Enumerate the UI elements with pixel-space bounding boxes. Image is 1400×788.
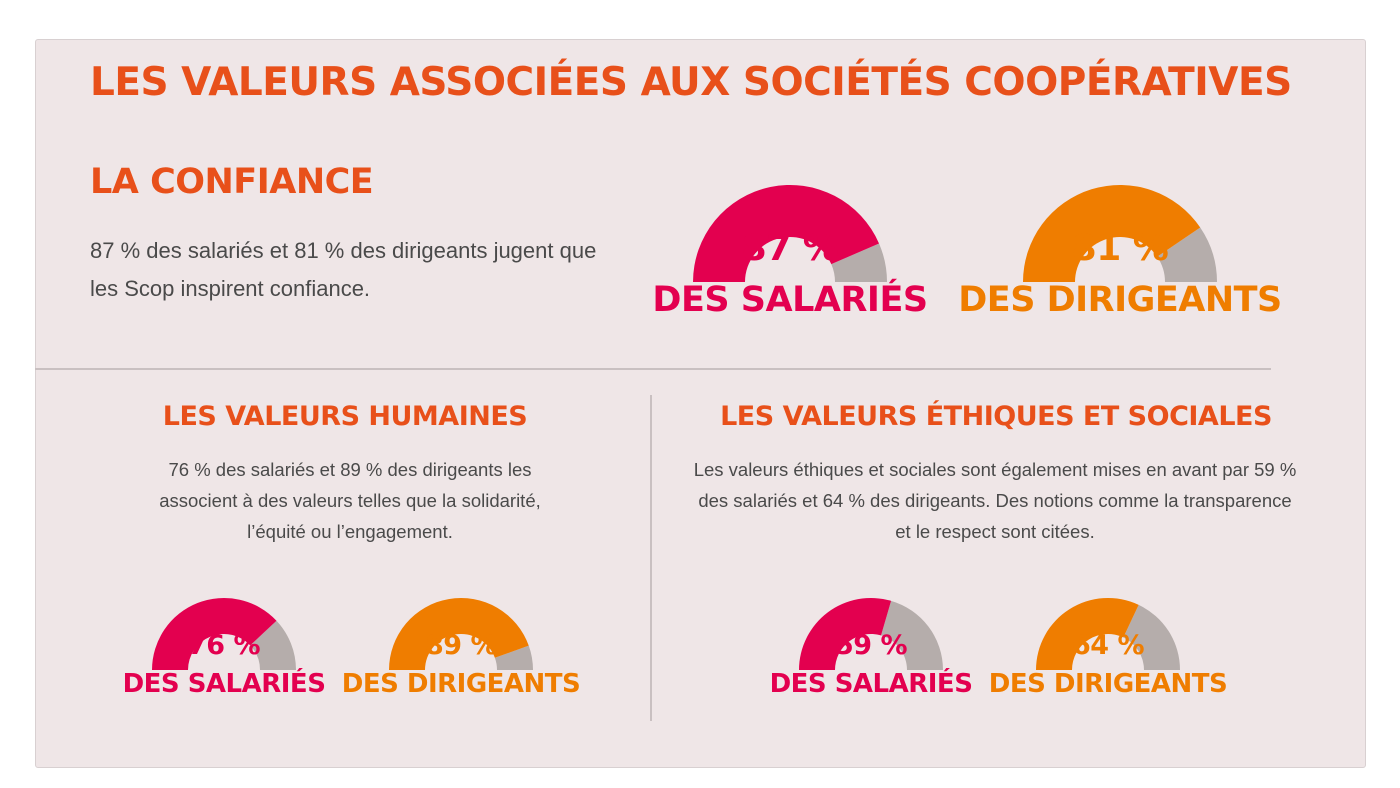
gauge-series-label: DES DIRIGEANTS	[958, 280, 1282, 321]
humaines-dirigeants-gauge: 89 % DES DIRIGEANTS	[342, 596, 581, 699]
humaines-title: LES VALEURS HUMAINES	[162, 401, 528, 432]
gauge-series-label: DES SALARIÉS	[122, 668, 326, 699]
confiance-text: 87 % des salariés et 81 % des dirigeants…	[90, 238, 597, 301]
ethiques-salaries-gauge: 59 % DES SALARIÉS	[770, 596, 973, 699]
gauge-remainder-segment	[1157, 227, 1217, 282]
confiance-salaries-gauge: 87 % DES SALARIÉS	[652, 183, 928, 320]
gauge-remainder-segment	[494, 645, 533, 670]
humaines-salaries-gauge: 76 % DES SALARIÉS	[123, 596, 326, 699]
gauge-value-label: 59 %	[834, 629, 908, 661]
gauge-series-label: DES SALARIÉS	[769, 668, 973, 699]
gauge-value-label: 89 %	[424, 629, 498, 661]
gauge-arc	[799, 598, 943, 670]
vertical-divider	[650, 395, 652, 721]
gauge-value-segment	[1023, 184, 1201, 282]
gauge-value-label: 87 %	[741, 228, 839, 269]
confiance-dirigeants-gauge: 81 % DES DIRIGEANTS	[958, 183, 1282, 320]
gauge-remainder-segment	[250, 620, 296, 670]
gauge-arc	[389, 598, 533, 670]
gauge-value-segment	[799, 598, 892, 670]
horizontal-divider	[35, 368, 1271, 370]
gauge-arc	[1036, 598, 1180, 670]
gauge-remainder-segment	[881, 600, 943, 670]
gauge-series-label: DES DIRIGEANTS	[988, 668, 1228, 699]
gauge-arc	[1023, 184, 1217, 282]
ethiques-dirigeants-gauge: 64 % DES DIRIGEANTS	[989, 596, 1228, 699]
confiance-title: LA CONFIANCE	[90, 162, 374, 202]
gauge-value-segment	[1036, 598, 1139, 670]
ethiques-text: Les valeurs éthiques et sociales sont ég…	[693, 459, 1297, 542]
gauge-remainder-segment	[831, 243, 887, 282]
gauge-series-label: DES SALARIÉS	[652, 280, 928, 321]
ethiques-title: LES VALEURS ÉTHIQUES ET SOCIALES	[720, 401, 1272, 432]
gauge-value-segment	[389, 598, 529, 670]
gauge-value-segment	[152, 598, 277, 670]
gauge-value-label: 81 %	[1071, 228, 1169, 269]
gauge-value-label: 76 %	[187, 629, 261, 661]
gauge-arc	[152, 598, 296, 670]
page-title: LES VALEURS ASSOCIÉES AUX SOCIÉTÉS COOPÉ…	[90, 60, 1292, 105]
humaines-text: 76 % des salariés et 89 % des dirigeants…	[159, 459, 541, 542]
gauge-value-segment	[693, 184, 880, 282]
gauge-value-label: 64 %	[1071, 629, 1145, 661]
gauge-series-label: DES DIRIGEANTS	[341, 668, 581, 699]
gauge-remainder-segment	[1123, 604, 1180, 670]
gauge-arc	[693, 184, 887, 282]
